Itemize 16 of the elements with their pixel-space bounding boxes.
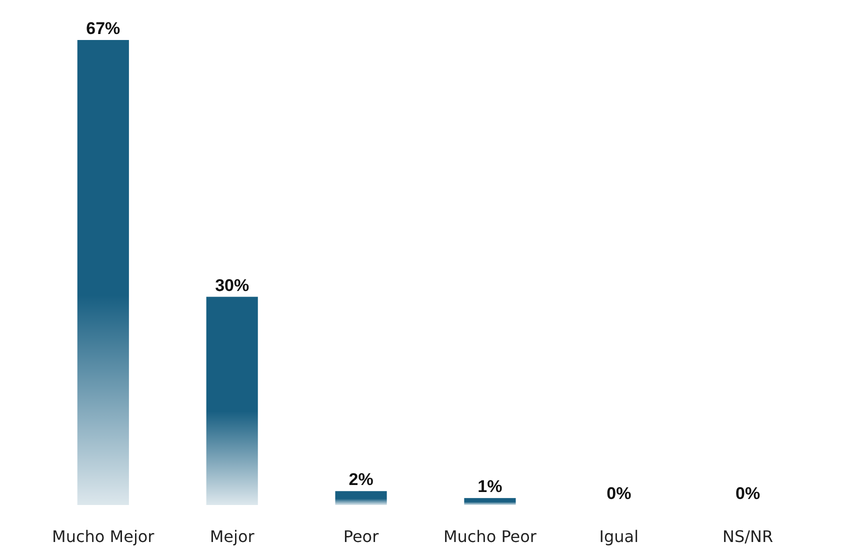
x-tick-label: Igual	[599, 527, 639, 546]
bar	[464, 498, 516, 505]
data-label: 2%	[348, 470, 374, 490]
data-label: 1%	[478, 477, 502, 496]
x-tick-label: Mucho Peor	[443, 527, 537, 546]
data-label: 67%	[86, 19, 120, 38]
x-tick-label: Mucho Mejor	[52, 527, 155, 546]
data-label: 0%	[736, 484, 760, 503]
bar	[335, 491, 387, 505]
bar	[206, 296, 258, 505]
x-tick-label: Mejor	[210, 527, 255, 546]
x-tick-label: NS/NR	[722, 527, 774, 546]
data-label: 30%	[215, 276, 250, 295]
bar	[77, 40, 129, 505]
data-label: 0%	[606, 484, 632, 503]
x-tick-label: Peor	[343, 527, 380, 546]
